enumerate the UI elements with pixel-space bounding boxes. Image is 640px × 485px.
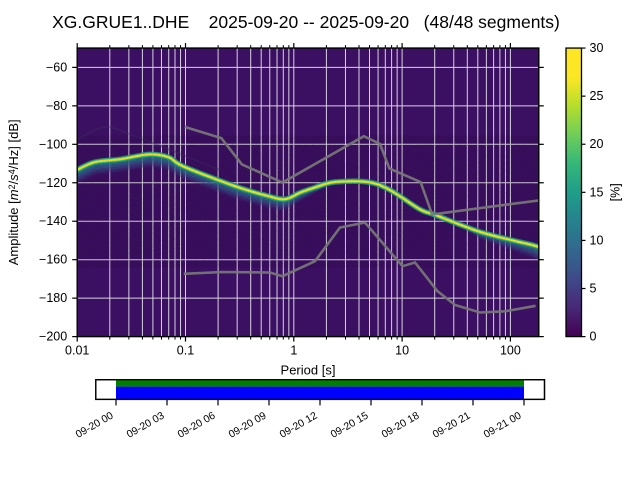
svg-text:25: 25 [590,89,604,103]
svg-text:09-20 06: 09-20 06 [176,410,218,441]
svg-text:30: 30 [590,41,604,55]
svg-text:09-21 00: 09-21 00 [482,410,524,441]
svg-text:XG.GRUE1..DHE 2025-09-20 --: XG.GRUE1..DHE 2025-09-20 -- 2025-09-20 (… [52,12,560,32]
svg-text:−60: −60 [46,60,67,74]
svg-text:0.01: 0.01 [65,344,89,358]
svg-text:100: 100 [500,344,521,358]
svg-text:5: 5 [590,282,597,296]
svg-text:1: 1 [290,344,297,358]
svg-text:Amplitude [m2/s4/Hz] [dB]: Amplitude [m2/s4/Hz] [dB] [6,119,21,265]
svg-text:09-20 00: 09-20 00 [74,410,116,441]
svg-text:−180: −180 [39,291,67,305]
svg-text:−160: −160 [39,253,67,267]
svg-text:0.1: 0.1 [177,344,194,358]
svg-text:[%]: [%] [609,183,623,201]
svg-text:−120: −120 [39,176,67,190]
svg-text:Period [s]: Period [s] [281,363,336,378]
svg-text:09-20 09: 09-20 09 [227,410,269,441]
svg-text:10: 10 [590,233,604,247]
svg-text:0: 0 [590,330,597,344]
svg-text:09-20 15: 09-20 15 [329,410,371,441]
svg-text:09-20 12: 09-20 12 [278,410,320,441]
svg-text:15: 15 [590,185,604,199]
svg-text:09-20 21: 09-20 21 [431,410,473,441]
svg-text:09-20 18: 09-20 18 [380,410,422,441]
svg-text:20: 20 [590,137,604,151]
svg-text:−200: −200 [39,330,67,344]
svg-text:−140: −140 [39,214,67,228]
svg-text:−80: −80 [46,99,67,113]
svg-text:10: 10 [395,344,409,358]
svg-text:09-20 03: 09-20 03 [125,410,167,441]
svg-text:−100: −100 [39,137,67,151]
